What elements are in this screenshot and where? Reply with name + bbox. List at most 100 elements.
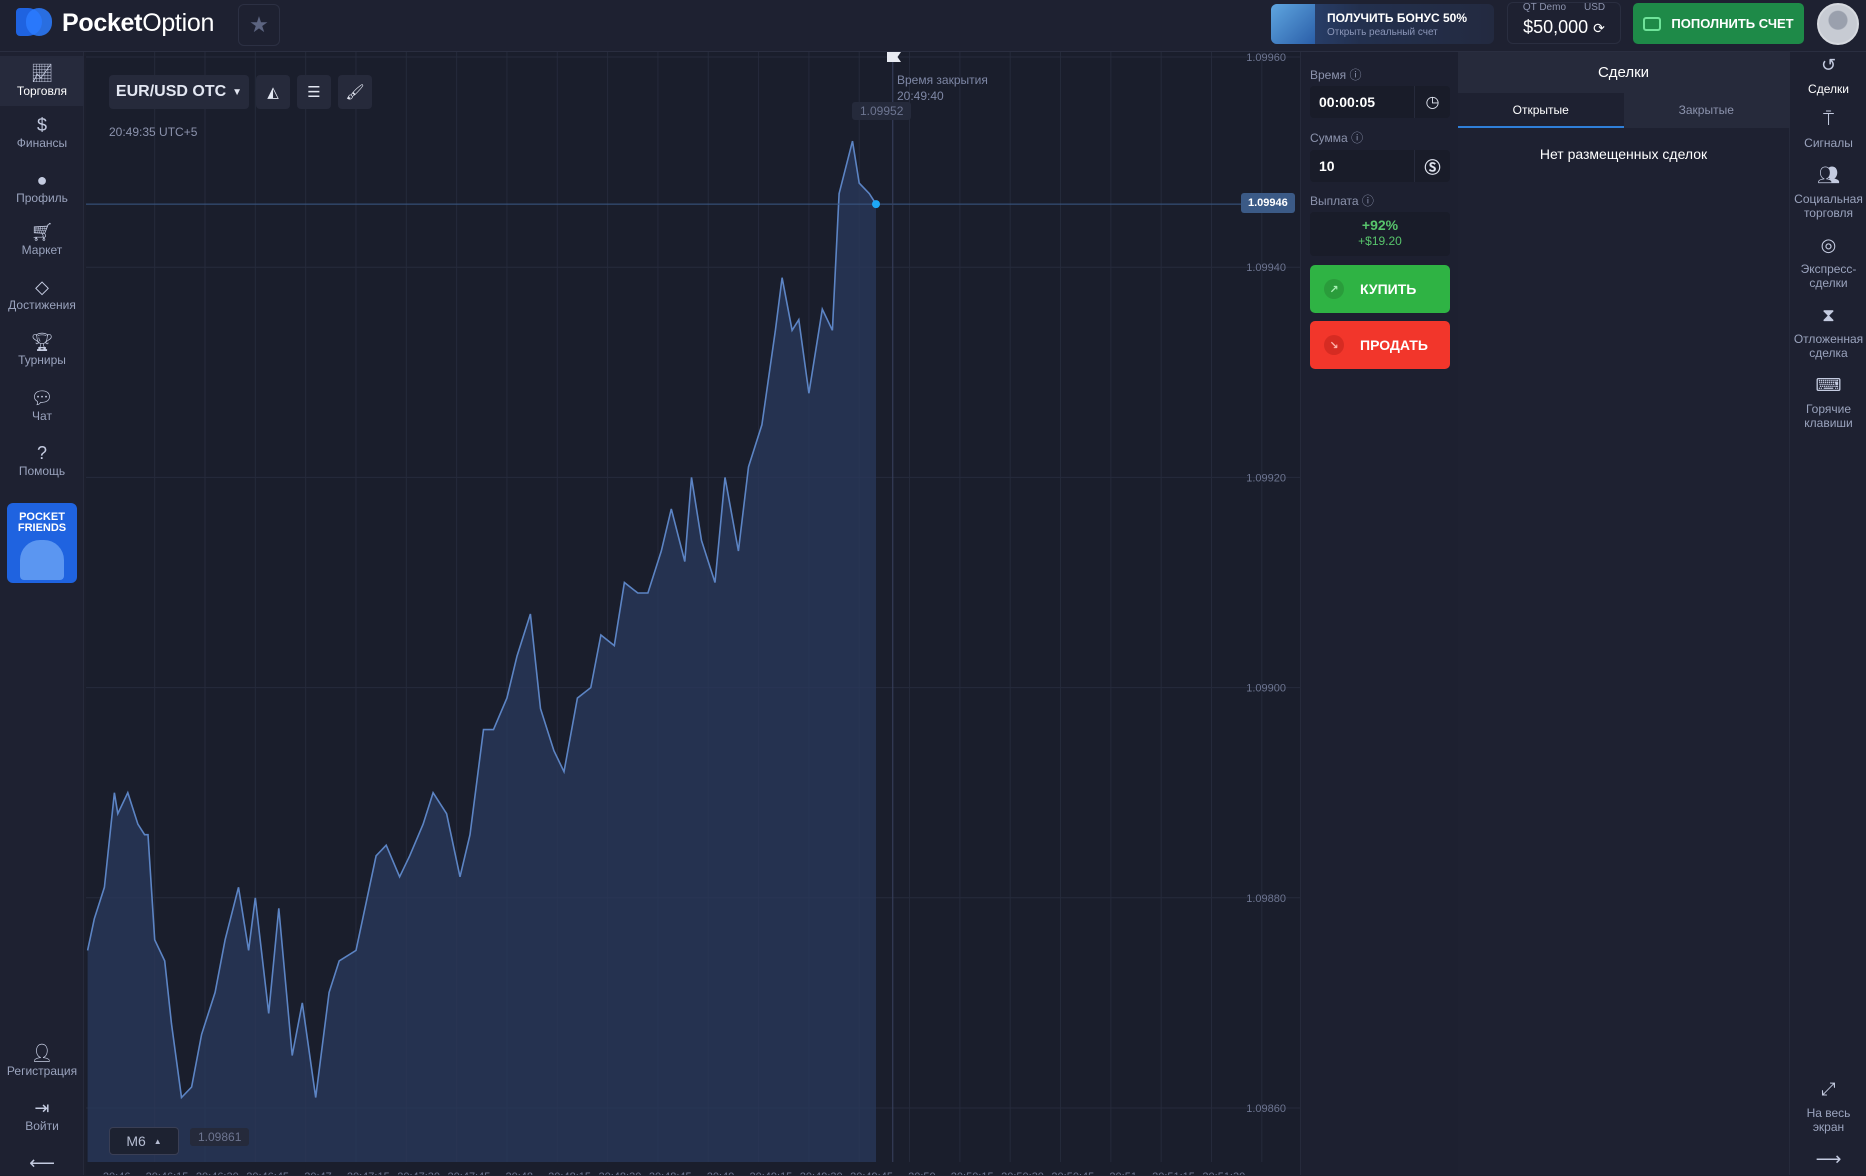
expand-icon: ⤢	[1821, 1079, 1836, 1099]
sidebar-item-register[interactable]: 👤︎ Регистрация	[0, 1042, 84, 1078]
help-circle-icon[interactable]: ⓘ	[1349, 68, 1362, 82]
chart-line-icon: 📈︎	[30, 63, 54, 83]
sidebar-item-chat[interactable]: 💬︎ Чат	[0, 387, 84, 423]
sidebar-item-label: Профиль	[16, 191, 68, 205]
arrow-right-icon: ⟶	[1815, 1149, 1842, 1169]
favorite-star-button[interactable]: ★	[238, 4, 280, 46]
y-tick-label: 1.09880	[1246, 893, 1286, 905]
sidebar-item-achievements[interactable]: ◇ Достижения	[0, 276, 84, 312]
caret-down-icon: ▼	[232, 86, 243, 98]
sidebar-item-label: Чат	[32, 409, 52, 423]
history-icon: ↺	[1820, 55, 1837, 75]
promo-line2: FRIENDS	[17, 522, 67, 534]
user-icon: ●	[36, 170, 48, 190]
buy-label: КУПИТЬ	[1360, 281, 1417, 297]
chart-type-button[interactable]: ◭	[256, 75, 290, 109]
time-label-text: Время	[1310, 68, 1347, 82]
avatar[interactable]	[1817, 3, 1859, 45]
balance-selector[interactable]: QT Demo USD $50,000 ⟳	[1507, 2, 1621, 44]
rsidebar-item-pending[interactable]: ⧗ Отложенная сделка	[1790, 305, 1866, 360]
rsidebar-item-social-trading[interactable]: 👥︎ Социальная торговля	[1790, 165, 1866, 220]
keyboard-icon: ⌨	[1815, 375, 1842, 395]
rsidebar-item-label: Сигналы	[1804, 136, 1853, 150]
x-tick-label: 20:47:30	[397, 1171, 440, 1175]
x-tick-label: 20:48:30	[599, 1171, 642, 1175]
x-tick-label: 20:47:15	[347, 1171, 390, 1175]
deposit-button[interactable]: ПОПОЛНИТЬ СЧЕТ	[1633, 3, 1804, 44]
chart-toolbar: EUR/USD OTC ▼ ◭ ☰ 🖌︎	[109, 75, 372, 109]
top-header: PocketOption ★ ПОЛУЧИТЬ БОНУС 50% Открыть…	[0, 0, 1866, 52]
rsidebar-item-deals[interactable]: ↺ Сделки	[1790, 55, 1866, 96]
rsidebar-item-signals[interactable]: ⍑ Сигналы	[1790, 109, 1866, 150]
sell-label: ПРОДАТЬ	[1360, 337, 1428, 353]
clock-icon[interactable]: ◷	[1414, 86, 1450, 118]
sidebar-item-market[interactable]: 🛒︎ Маркет	[0, 221, 84, 257]
trade-panel: Время ⓘ 00:00:05 ◷ Сумма ⓘ 10 Ⓢ Выплата ⓘ …	[1300, 52, 1458, 1175]
x-tick-label: 20:46:15	[146, 1171, 189, 1175]
x-tick-label: 20:50	[908, 1171, 936, 1175]
bonus-subtitle: Открыть реальный счет	[1327, 26, 1438, 38]
price-area-fill	[87, 141, 876, 1163]
help-circle-icon[interactable]: ⓘ	[1351, 131, 1364, 145]
logo[interactable]: PocketOption	[16, 8, 214, 38]
sidebar-item-trading[interactable]: 📈︎ Торговля	[0, 56, 84, 106]
x-tick-label: 20:50:15	[951, 1171, 994, 1175]
asset-selector[interactable]: EUR/USD OTC ▼	[109, 75, 249, 109]
payout-percent: +92%	[1361, 217, 1399, 233]
x-tick-label: 20:50:30	[1001, 1171, 1044, 1175]
deals-panel: Сделки Открытые Закрытые Нет размещенных…	[1458, 52, 1789, 1175]
sidebar-item-profile[interactable]: ● Профиль	[0, 169, 84, 205]
logo-text-bold: Pocket	[62, 8, 143, 37]
rsidebar-item-hotkeys[interactable]: ⌨ Горячие клавиши	[1790, 375, 1866, 430]
buy-button[interactable]: ↗ КУПИТЬ	[1310, 265, 1450, 313]
users-icon: 👥︎	[1817, 165, 1840, 185]
tab-closed[interactable]: Закрытые	[1623, 93, 1789, 128]
collapse-sidebar-button[interactable]: ⟵	[0, 1152, 84, 1174]
x-tick-label: 20:48:15	[548, 1171, 591, 1175]
close-time-label: Время закрытия	[897, 73, 988, 87]
pocket-friends-promo[interactable]: POCKET FRIENDS	[7, 503, 77, 583]
rsidebar-item-label: Социальная торговля	[1794, 192, 1863, 220]
rsidebar-item-express[interactable]: ◎ Экспресс-сделки	[1790, 235, 1866, 290]
bonus-banner[interactable]: ПОЛУЧИТЬ БОНУС 50% Открыть реальный счет	[1271, 4, 1494, 44]
amount-label: Сумма ⓘ	[1310, 129, 1363, 146]
refresh-icon[interactable]: ⟳	[1593, 20, 1605, 36]
time-value: 00:00:05	[1319, 94, 1376, 110]
bonus-title: ПОЛУЧИТЬ БОНУС 50%	[1327, 10, 1467, 25]
area-chart-icon: ◭	[267, 84, 279, 101]
x-tick-label: 20:51:15	[1152, 1171, 1195, 1175]
x-tick-label: 20:49:15	[749, 1171, 792, 1175]
hourglass-icon: ⧗	[1822, 305, 1835, 325]
sell-button[interactable]: ↘ ПРОДАТЬ	[1310, 321, 1450, 369]
fullscreen-button[interactable]: ⤢ На весь экран	[1790, 1079, 1866, 1134]
x-tick-label: 20:47:45	[448, 1171, 491, 1175]
collapse-right-button[interactable]: ⟶	[1790, 1149, 1866, 1176]
sidebar-item-finance[interactable]: $ Финансы	[0, 114, 84, 150]
sidebar-item-label: Маркет	[21, 243, 63, 257]
sidebar-item-tournaments[interactable]: 🏆︎ Турниры	[0, 331, 84, 367]
timeframe-selector[interactable]: M6 ▲	[109, 1127, 179, 1155]
x-tick-label: 20:46:45	[246, 1171, 289, 1175]
dollar-icon: $	[36, 115, 47, 135]
amount-input[interactable]: 10 Ⓢ	[1310, 150, 1450, 182]
drawings-button[interactable]: 🖌︎	[338, 75, 372, 109]
payout-amount: +$19.20	[1358, 234, 1402, 248]
sidebar-item-help[interactable]: ? Помощь	[0, 442, 84, 478]
y-tick-label: 1.09960	[1246, 52, 1286, 64]
payout-label-text: Выплата	[1310, 194, 1359, 208]
amount-label-text: Сумма	[1310, 131, 1348, 145]
left-sidebar: 📈︎ Торговля $ Финансы ● Профиль 🛒︎ Маркет ◇ Д…	[0, 52, 84, 1175]
help-circle-icon[interactable]: ⓘ	[1361, 194, 1374, 208]
time-input[interactable]: 00:00:05 ◷	[1310, 86, 1450, 118]
currency-dollar-icon[interactable]: Ⓢ	[1414, 150, 1450, 182]
right-sidebar: ↺ Сделки ⍑ Сигналы 👥︎ Социальная торговля ◎…	[1789, 52, 1866, 1175]
caret-up-icon: ▲	[153, 1136, 162, 1146]
sidebar-item-login[interactable]: ⇥ Войти	[0, 1097, 84, 1133]
signal-icon: ⍑	[1823, 109, 1834, 129]
promo-line1: POCKET	[19, 511, 65, 523]
target-icon: ◎	[1820, 235, 1837, 255]
indicators-button[interactable]: ☰	[297, 75, 331, 109]
tab-open[interactable]: Открытые	[1458, 93, 1624, 128]
chart-canvas[interactable]: 20:46 20:46:15 20:46:30 20:46:45 20:47 20:47:…	[86, 52, 1300, 1175]
price-chart[interactable]: 20:46 20:46:15 20:46:30 20:46:45 20:47 20:47:…	[86, 52, 1300, 1175]
